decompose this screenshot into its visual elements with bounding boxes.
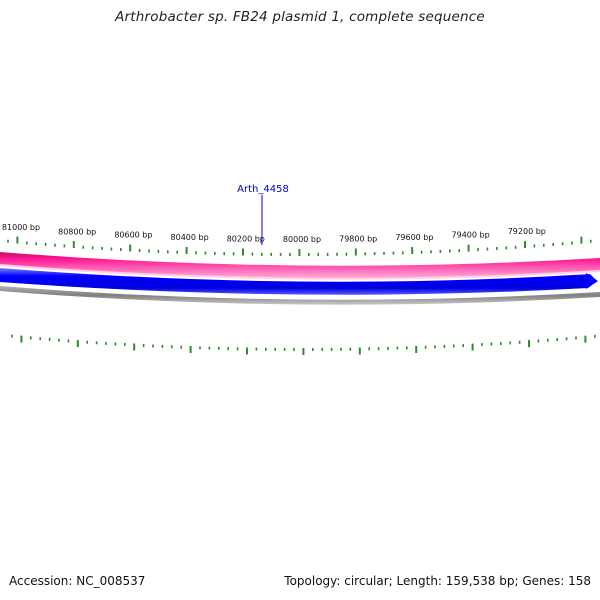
gene-label-arth-4458[interactable]: Arth_4458 <box>237 184 289 195</box>
inner-tick-ruler <box>11 334 596 355</box>
backbone-track <box>0 286 600 305</box>
ruler-labels: 81000 bp 80800 bp 80600 bp 80400 bp 80200 bp… <box>2 223 546 244</box>
ruler-label: 80600 bp <box>114 231 152 240</box>
ruler-label: 79800 bp <box>339 235 377 244</box>
outer-tick-ruler <box>7 236 592 256</box>
forward-gene-track-edge <box>0 264 600 280</box>
ruler-label: 80400 bp <box>171 233 209 242</box>
forward-gene-track <box>0 252 600 279</box>
reverse-gene-arrowhead <box>586 273 598 289</box>
topology-info-text: Topology: circular; Length: 159,538 bp; … <box>284 574 591 588</box>
map-title: Arthrobacter sp. FB24 plasmid 1, complet… <box>115 9 485 25</box>
reverse-gene-track <box>0 268 597 295</box>
ruler-label: 81000 bp <box>2 223 40 232</box>
ruler-label: 79600 bp <box>395 233 433 242</box>
ruler-label: 79200 bp <box>508 227 546 236</box>
accession-text: Accession: NC_008537 <box>9 574 146 588</box>
ruler-label: 79400 bp <box>452 231 490 240</box>
ruler-label: 80800 bp <box>58 227 96 236</box>
ruler-label: 80200 bp <box>227 235 265 244</box>
ruler-label: 80000 bp <box>283 235 321 244</box>
